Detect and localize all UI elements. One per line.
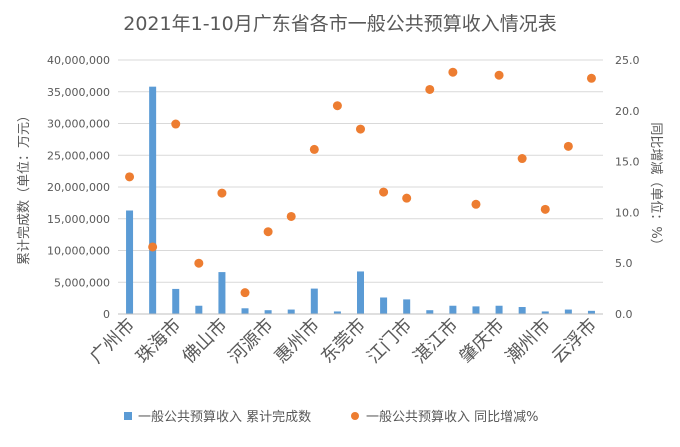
bar-series <box>126 86 595 314</box>
scatter-point <box>517 154 527 164</box>
scatter-point <box>402 193 412 203</box>
left-tick-label: 15,000,000 <box>47 213 110 226</box>
right-tick-label: 25.0 <box>615 54 640 67</box>
category-label: 肇庆市 <box>456 315 509 368</box>
category-label: 江门市 <box>363 315 416 368</box>
scatter-point <box>217 188 227 198</box>
scatter-point <box>563 141 573 151</box>
right-tick-label: 0.0 <box>615 308 633 321</box>
scatter-point <box>332 101 342 111</box>
chart-title: 2021年1-10月广东省各市一般公共预算收入情况表 <box>123 13 556 35</box>
category-label: 惠州市 <box>271 315 324 368</box>
bar <box>195 305 203 314</box>
left-tick-label: 0 <box>103 308 110 321</box>
bar <box>333 311 341 314</box>
gridlines <box>118 59 603 283</box>
scatter-point <box>125 172 135 182</box>
bar <box>472 306 480 314</box>
legend-scatter-label: 一般公共预算收入 同比增减% <box>366 409 539 425</box>
bar <box>380 297 388 314</box>
left-axis-title: 累计完成数（单位：万元） <box>17 109 32 265</box>
left-tick-label: 20,000,000 <box>47 181 110 194</box>
legend: 一般公共预算收入 累计完成数 一般公共预算收入 同比增减% <box>124 409 539 425</box>
bar <box>518 307 526 314</box>
legend-bar-label: 一般公共预算收入 累计完成数 <box>138 409 311 425</box>
bar <box>495 305 503 314</box>
category-label: 佛山市 <box>178 315 231 368</box>
scatter-point <box>240 288 250 298</box>
category-label: 广州市 <box>86 315 139 368</box>
scatter-point <box>448 67 458 77</box>
scatter-point <box>171 119 181 129</box>
bar <box>287 309 295 314</box>
bar <box>357 271 364 314</box>
bar <box>310 288 318 314</box>
scatter-point <box>356 124 365 134</box>
right-tick-label: 5.0 <box>615 257 633 270</box>
scatter-point <box>540 204 550 214</box>
bar <box>449 305 457 314</box>
right-tick-label: 10.0 <box>615 206 640 219</box>
scatter-point <box>263 227 273 237</box>
scatter-point <box>494 70 504 80</box>
scatter-point <box>286 211 296 221</box>
bar <box>126 210 134 314</box>
legend-scatter-swatch <box>351 412 359 420</box>
scatter-point <box>194 258 204 268</box>
left-tick-label: 5,000,000 <box>54 276 110 289</box>
scatter-point <box>471 199 481 209</box>
scatter-point <box>148 242 158 252</box>
scatter-series <box>125 67 596 298</box>
left-tick-label: 30,000,000 <box>47 118 110 131</box>
left-tick-label: 25,000,000 <box>47 149 110 162</box>
category-label: 湛江市 <box>409 315 462 368</box>
category-label: 东莞市 <box>317 315 370 368</box>
bar <box>218 272 226 314</box>
category-label: 珠海市 <box>132 315 185 368</box>
scatter-point <box>425 84 435 94</box>
bar <box>264 310 272 314</box>
right-tick-label: 15.0 <box>615 156 640 169</box>
category-label: 潮州市 <box>502 315 555 368</box>
bar <box>149 86 157 314</box>
bar <box>564 309 572 314</box>
category-label: 河源市 <box>225 315 278 368</box>
right-axis-ticks: 0.0 5.0 10.0 15.0 20.0 25.0 <box>615 54 640 321</box>
bar <box>426 310 434 314</box>
right-tick-label: 20.0 <box>615 105 640 118</box>
bar <box>541 311 549 314</box>
legend-bar-swatch <box>124 412 132 420</box>
left-tick-label: 40,000,000 <box>47 54 110 67</box>
bar <box>241 308 249 314</box>
scatter-point <box>309 144 319 154</box>
bar <box>403 299 411 314</box>
scatter-point <box>586 73 596 83</box>
scatter-point <box>379 187 389 197</box>
category-label: 云浮市 <box>548 315 601 368</box>
right-axis-title: 同比增减（单位：%） <box>648 122 663 251</box>
left-axis-ticks: 0 5,000,000 10,000,000 15,000,000 20,000,000… <box>47 54 110 321</box>
bar <box>172 288 180 314</box>
bar <box>587 310 595 314</box>
left-tick-label: 35,000,000 <box>47 86 110 99</box>
left-tick-label: 10,000,000 <box>47 245 110 258</box>
